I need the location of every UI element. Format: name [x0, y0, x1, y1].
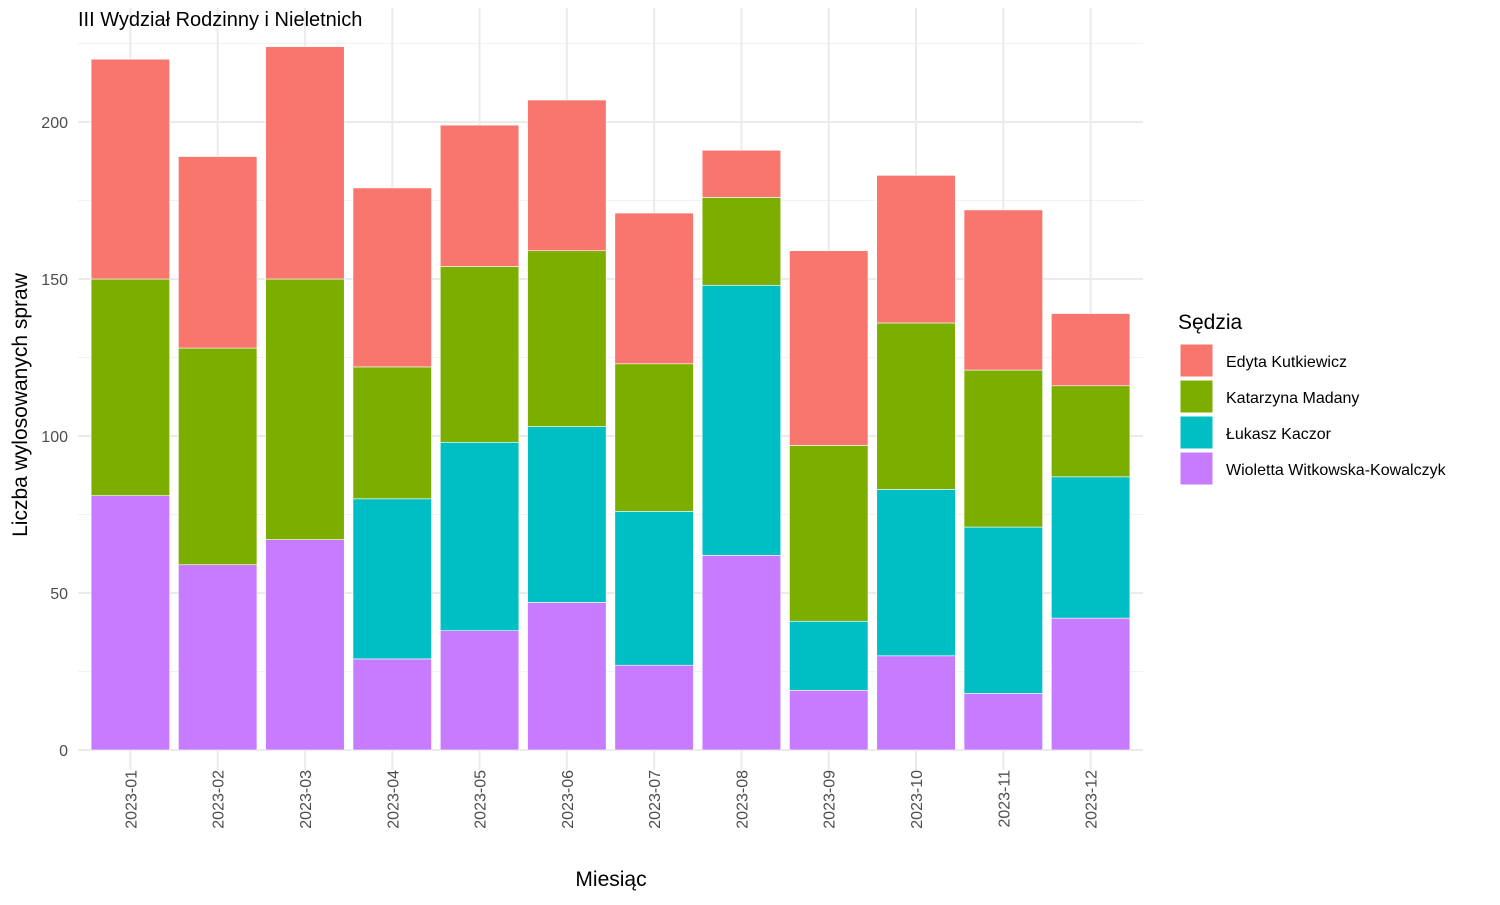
- bar-segment-lukasz-kaczor-2023-08: [701, 284, 782, 556]
- bar-segment-edyta-kutkiewicz-2023-03: [265, 46, 345, 280]
- bar-segment-wioletta-witkowska-kowalczyk-2023-12: [1051, 617, 1131, 751]
- bar-segment-wioletta-witkowska-kowalczyk-2023-10: [876, 655, 956, 751]
- bar-segment-edyta-kutkiewicz-2023-06: [527, 99, 607, 252]
- bar-segment-lukasz-kaczor-2023-10: [876, 489, 956, 657]
- bar-segment-wioletta-witkowska-kowalczyk-2023-06: [527, 602, 607, 751]
- bar-segment-katarzyna-madany-2023-11: [963, 369, 1043, 528]
- bar-segment-lukasz-kaczor-2023-04: [352, 498, 432, 660]
- bar-segment-wioletta-witkowska-kowalczyk-2023-04: [352, 658, 432, 751]
- bar-segment-katarzyna-madany-2023-03: [265, 278, 345, 540]
- chart-title: III Wydział Rodzinny i Nieletnich: [78, 9, 362, 31]
- bar-segment-lukasz-kaczor-2023-12: [1051, 476, 1131, 619]
- legend-label: Łukasz Kaczor: [1226, 426, 1332, 443]
- x-tick-label: 2023-01: [123, 770, 140, 829]
- y-tick-label: 50: [50, 586, 68, 603]
- bar-segment-edyta-kutkiewicz-2023-10: [876, 175, 956, 324]
- y-tick-label: 0: [59, 743, 68, 760]
- x-tick-label: 2023-08: [734, 770, 751, 829]
- bar-segment-wioletta-witkowska-kowalczyk-2023-08: [701, 555, 782, 751]
- bar-segment-lukasz-kaczor-2023-06: [527, 426, 607, 603]
- x-axis-title: Miesiąc: [575, 868, 646, 891]
- legend-label: Katarzyna Madany: [1226, 390, 1359, 407]
- bar-segment-wioletta-witkowska-kowalczyk-2023-07: [614, 664, 694, 751]
- x-tick-label: 2023-03: [298, 770, 315, 829]
- x-tick-label: 2023-05: [473, 770, 490, 829]
- x-axis: 2023-01 2023-02 2023-03 2023-04 2023-05 2023-…: [123, 770, 1100, 829]
- bar-segment-edyta-kutkiewicz-2023-02: [178, 156, 258, 349]
- bar-segment-wioletta-witkowska-kowalczyk-2023-09: [789, 690, 869, 751]
- bar-segment-katarzyna-madany-2023-07: [614, 363, 694, 512]
- legend-key: [1179, 451, 1214, 486]
- bar-segment-katarzyna-madany-2023-06: [527, 250, 607, 427]
- y-axis-title: Liczba wylosowanych spraw: [9, 272, 32, 537]
- bar-segment-katarzyna-madany-2023-10: [876, 322, 956, 490]
- bar-segment-katarzyna-madany-2023-08: [701, 197, 782, 286]
- bar-segment-katarzyna-madany-2023-09: [789, 445, 869, 622]
- bar-segment-katarzyna-madany-2023-04: [352, 366, 432, 500]
- bar-segment-edyta-kutkiewicz-2023-05: [439, 124, 520, 267]
- legend-key: [1179, 379, 1214, 414]
- bar-segment-edyta-kutkiewicz-2023-07: [614, 212, 694, 365]
- x-tick-label: 2023-09: [822, 770, 839, 829]
- y-tick-label: 150: [41, 272, 68, 289]
- bar-segment-wioletta-witkowska-kowalczyk-2023-03: [265, 539, 345, 751]
- bar-segment-katarzyna-madany-2023-05: [439, 266, 520, 443]
- bar-segment-wioletta-witkowska-kowalczyk-2023-05: [439, 630, 520, 751]
- bar-segment-lukasz-kaczor-2023-09: [789, 620, 869, 691]
- bar-segment-katarzyna-madany-2023-02: [178, 347, 258, 566]
- x-tick-label: 2023-10: [909, 770, 926, 829]
- legend-items: Edyta Kutkiewicz Katarzyna Madany Łukasz K…: [1179, 343, 1447, 486]
- bar-segment-edyta-kutkiewicz-2023-09: [789, 250, 869, 446]
- x-tick-label: 2023-11: [996, 770, 1013, 828]
- bar-segment-lukasz-kaczor-2023-11: [963, 526, 1043, 694]
- legend-label: Edyta Kutkiewicz: [1226, 354, 1347, 371]
- legend: Sędzia Edyta Kutkiewicz Katarzyna Madany Ł…: [1178, 311, 1447, 486]
- bar-segment-edyta-kutkiewicz-2023-08: [701, 149, 782, 198]
- bars-layer: [90, 46, 1131, 751]
- bar-segment-edyta-kutkiewicz-2023-01: [90, 58, 170, 280]
- y-tick-label: 100: [41, 429, 68, 446]
- bar-segment-lukasz-kaczor-2023-05: [439, 441, 520, 631]
- bar-segment-katarzyna-madany-2023-12: [1051, 385, 1131, 478]
- x-tick-label: 2023-02: [211, 770, 228, 829]
- y-tick-label: 200: [41, 115, 68, 132]
- bar-segment-lukasz-kaczor-2023-07: [614, 511, 694, 666]
- legend-title: Sędzia: [1178, 311, 1243, 334]
- bar-segment-edyta-kutkiewicz-2023-12: [1051, 313, 1131, 387]
- bar-segment-edyta-kutkiewicz-2023-04: [352, 187, 432, 368]
- bar-segment-wioletta-witkowska-kowalczyk-2023-02: [178, 564, 258, 751]
- legend-key: [1179, 415, 1214, 450]
- bar-segment-wioletta-witkowska-kowalczyk-2023-01: [90, 495, 170, 751]
- legend-label: Wioletta Witkowska-Kowalczyk: [1226, 462, 1447, 479]
- x-tick-label: 2023-04: [385, 770, 402, 829]
- legend-key: [1179, 343, 1214, 378]
- bar-segment-edyta-kutkiewicz-2023-11: [963, 209, 1043, 371]
- y-axis: 0 50 100 150 200: [41, 115, 68, 760]
- x-tick-label: 2023-12: [1084, 770, 1101, 829]
- bar-segment-katarzyna-madany-2023-01: [90, 278, 170, 496]
- x-tick-label: 2023-07: [647, 770, 664, 829]
- x-tick-label: 2023-06: [560, 770, 577, 829]
- bar-segment-wioletta-witkowska-kowalczyk-2023-11: [963, 693, 1043, 751]
